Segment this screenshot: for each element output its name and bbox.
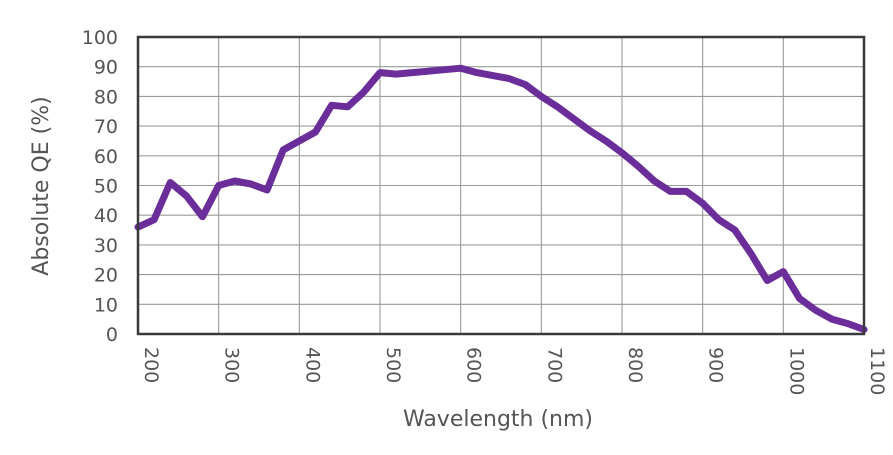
y-tick-label: 10 <box>94 294 118 316</box>
y-tick-label: 0 <box>106 324 118 346</box>
series-layer <box>134 64 868 333</box>
x-tick-label: 400 <box>301 347 323 383</box>
y-tick-label: 70 <box>94 116 118 138</box>
y-tick-label: 30 <box>94 235 118 257</box>
plot-frame <box>136 35 866 336</box>
x-tick-label: 500 <box>382 347 404 383</box>
y-tick-label: 100 <box>82 27 118 49</box>
y-tick-label: 40 <box>94 205 118 227</box>
y-tick-label: 90 <box>94 57 118 79</box>
x-tick-label: 800 <box>624 347 646 383</box>
x-axis-title: Wavelength (nm) <box>403 407 593 432</box>
y-tick-label: 50 <box>94 176 118 198</box>
x-tick-label: 1000 <box>785 347 807 395</box>
x-tick-label: 600 <box>463 347 485 383</box>
y-tick-label: 20 <box>94 265 118 287</box>
x-tick-label: 200 <box>140 347 162 383</box>
y-tick-label: 60 <box>94 146 118 168</box>
y-tick-label: 80 <box>94 86 118 108</box>
y-axis-title: Absolute QE (%) <box>29 96 54 275</box>
x-tick-labels: 200 300 400 500 600 700 800 900 1000 1100 <box>140 347 888 395</box>
y-tick-labels: 0 10 20 30 40 50 60 70 80 90 100 <box>82 27 118 346</box>
x-tick-label: 1100 <box>866 347 888 395</box>
x-tick-label: 900 <box>705 347 727 383</box>
x-tick-label: 300 <box>221 347 243 383</box>
x-tick-label: 700 <box>543 347 565 383</box>
qe-series-line <box>134 64 868 333</box>
